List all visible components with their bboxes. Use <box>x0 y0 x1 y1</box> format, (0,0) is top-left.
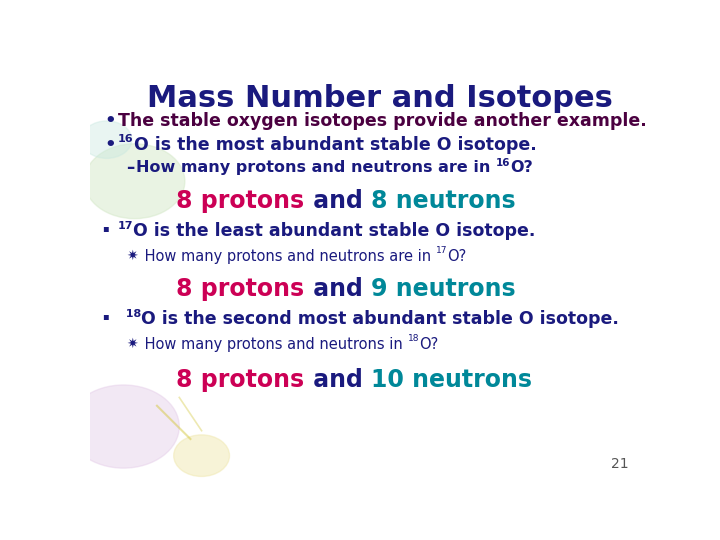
Text: •: • <box>104 136 116 154</box>
Text: ·: · <box>100 217 111 245</box>
Text: The stable oxygen isotopes provide another example.: The stable oxygen isotopes provide anoth… <box>118 112 647 130</box>
Circle shape <box>68 385 179 468</box>
Text: 8 protons: 8 protons <box>176 368 305 392</box>
Text: 17: 17 <box>118 221 133 231</box>
Text: and: and <box>305 368 371 392</box>
Circle shape <box>81 121 132 158</box>
Text: •: • <box>104 112 116 130</box>
Text: O is the least abundant stable O isotope.: O is the least abundant stable O isotope… <box>133 222 536 240</box>
Text: 18: 18 <box>118 309 141 319</box>
Text: 10 neutrons: 10 neutrons <box>371 368 532 392</box>
Text: How many protons and neutrons in: How many protons and neutrons in <box>140 337 408 352</box>
Text: 8 protons: 8 protons <box>176 189 305 213</box>
Text: How many protons and neutrons are in: How many protons and neutrons are in <box>140 248 436 264</box>
Text: 18: 18 <box>408 334 419 343</box>
Text: and: and <box>305 276 371 300</box>
Text: ✷: ✷ <box>126 337 138 351</box>
Text: O?: O? <box>447 248 467 264</box>
Text: Mass Number and Isotopes: Mass Number and Isotopes <box>147 84 613 112</box>
Circle shape <box>174 435 230 476</box>
Text: 9 neutrons: 9 neutrons <box>371 276 516 300</box>
Text: O is the second most abundant stable O isotope.: O is the second most abundant stable O i… <box>141 310 619 328</box>
Text: 16: 16 <box>118 134 133 144</box>
Text: 8 protons: 8 protons <box>176 276 305 300</box>
Text: 17: 17 <box>436 246 447 255</box>
Text: ·: · <box>100 305 111 333</box>
Text: How many protons and neutrons are in: How many protons and neutrons are in <box>136 160 496 176</box>
Circle shape <box>84 144 185 219</box>
Text: O is the most abundant stable O isotope.: O is the most abundant stable O isotope. <box>133 136 536 154</box>
Text: O?: O? <box>419 337 438 352</box>
Text: ✷: ✷ <box>126 249 138 263</box>
Text: 16: 16 <box>496 158 510 167</box>
Text: 21: 21 <box>611 457 629 471</box>
Text: 8 neutrons: 8 neutrons <box>371 189 516 213</box>
Text: –: – <box>126 159 135 177</box>
Text: and: and <box>305 189 371 213</box>
Text: O?: O? <box>510 160 533 176</box>
